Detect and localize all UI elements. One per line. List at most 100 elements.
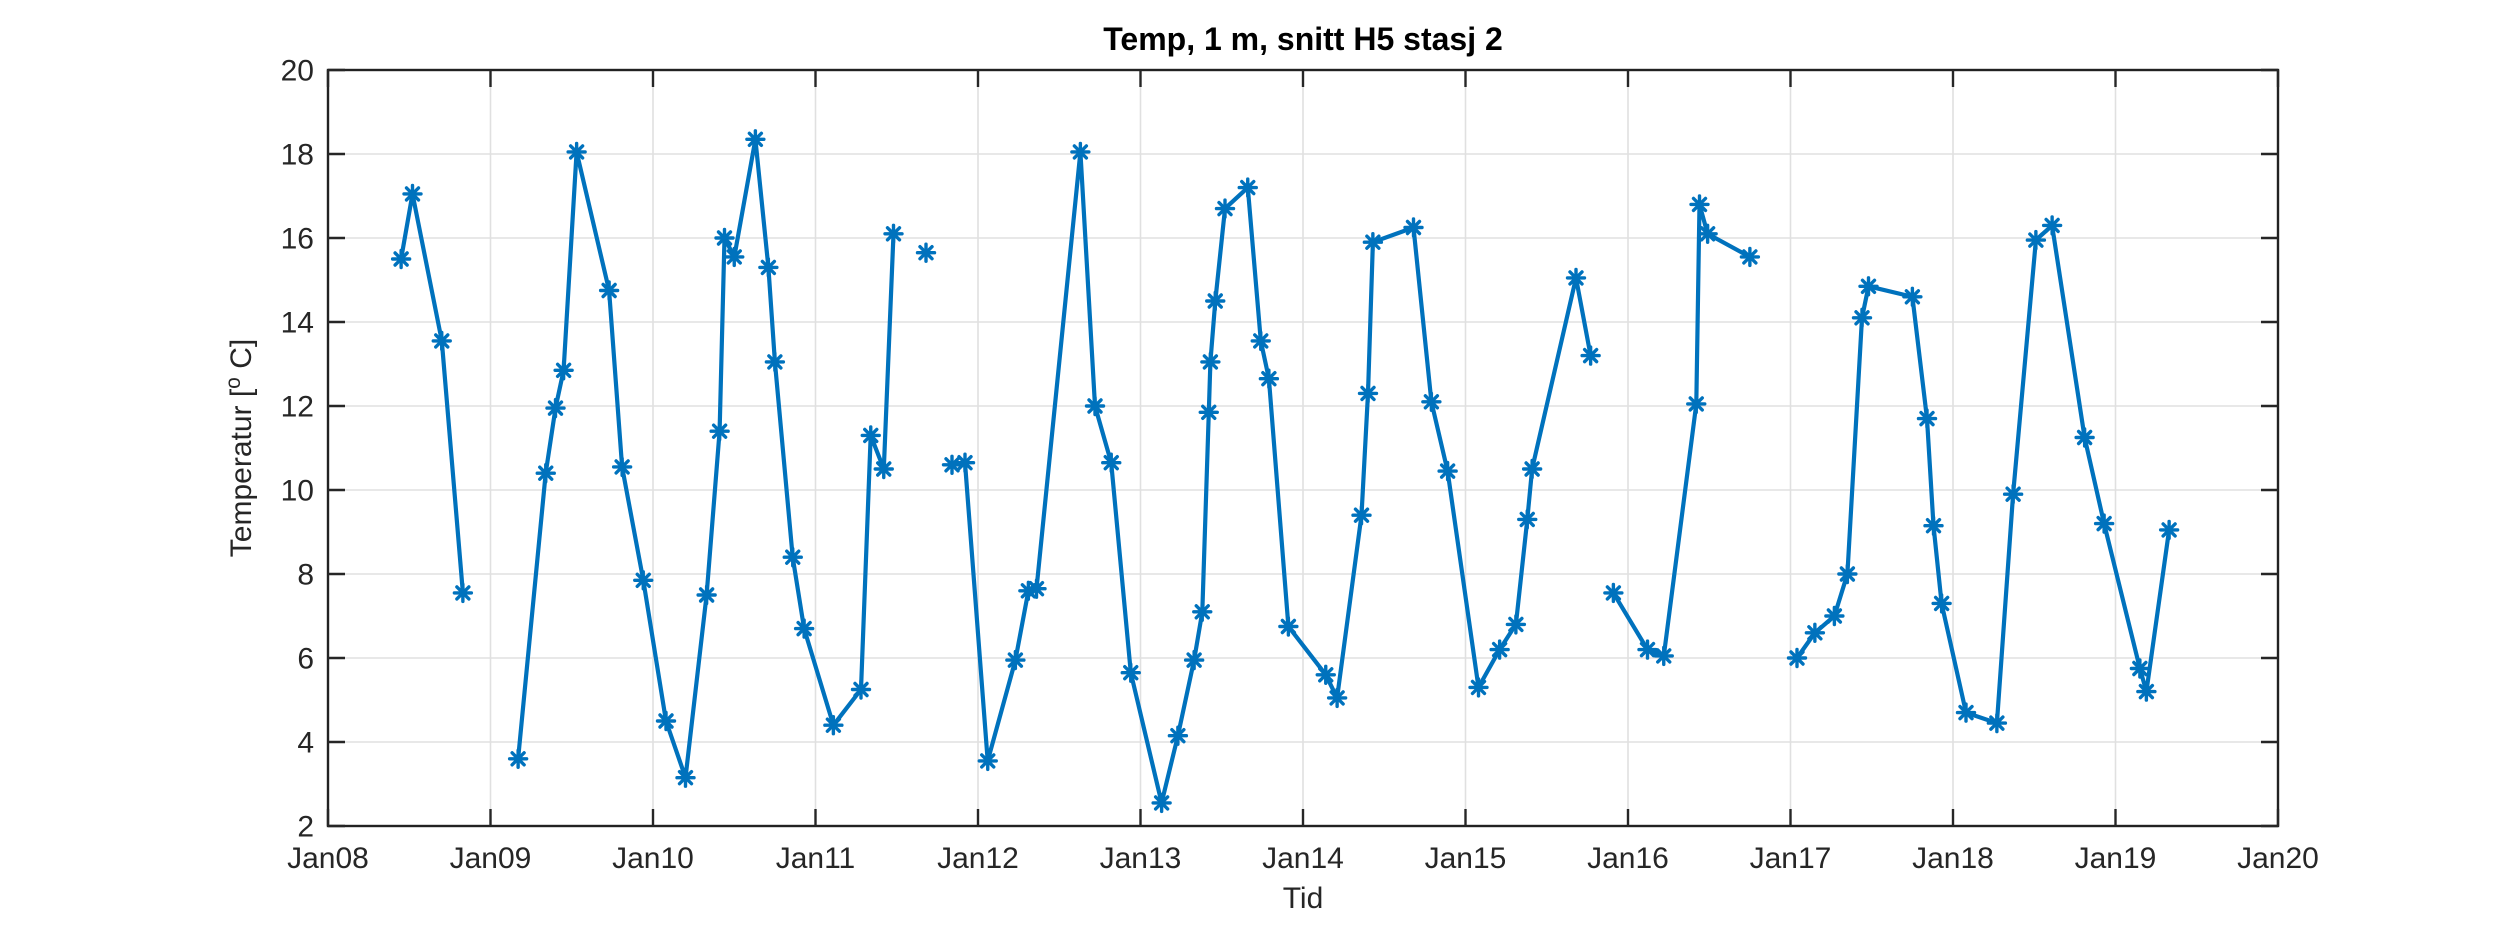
data-point-marker [850,679,872,700]
data-point-marker [2093,513,2115,534]
marker-spoke [1280,618,1297,635]
marker-spoke [1656,648,1672,664]
marker-spoke [1508,616,1524,633]
marker-spoke [716,230,733,246]
data-point-marker [1101,452,1122,473]
marker-spoke [918,244,934,261]
y-tick-label: 6 [297,643,314,676]
marker-spoke [944,457,960,473]
marker-spoke [1028,580,1045,597]
y-tick-label: 12 [281,391,314,424]
y-tick-label: 4 [297,727,314,760]
marker-spoke [885,226,902,242]
data-point-marker [2041,215,2063,236]
marker-spoke [2005,486,2021,502]
data-point-marker [1902,286,1923,307]
data-point-marker [2158,519,2180,541]
data-point-marker [1637,639,1658,660]
data-point-marker [1120,662,1141,683]
label-layer: Temp, 1 m, snitt H5 stasj 2 Tid Temperat… [222,21,2319,915]
marker-spoke [1423,394,1440,410]
data-point-marker [1521,458,1543,480]
x-tick-label: Jan10 [612,842,694,875]
data-point-marker [1214,198,1236,219]
data-point-marker [1955,702,1977,723]
data-point-marker [1326,687,1348,709]
data-point-marker [793,618,815,639]
y-tick-label: 18 [281,139,314,172]
marker-spoke [1360,385,1376,402]
series-line-segment [1794,223,2172,726]
data-point-marker [553,360,574,381]
marker-spoke [863,427,879,444]
marker-spoke [2096,515,2112,532]
marker-spoke [1605,585,1622,601]
series-line-segment [515,137,896,780]
y-tick-label: 14 [281,307,314,340]
x-tick-label: Jan14 [1262,842,1344,875]
y-tick-label: 2 [297,811,314,844]
marker-spoke [1699,226,1716,242]
marker-spoke [1072,144,1089,160]
data-point-marker [545,397,566,419]
marker-spoke [1007,652,1024,668]
marker-spoke [455,585,471,601]
data-point-marker [1686,393,1707,415]
x-tick-label: Jan15 [1425,842,1507,875]
data-point-marker [535,463,556,484]
marker-spoke [1261,370,1277,387]
marker-spoke [1240,179,1256,196]
data-point-marker [764,351,786,373]
x-tick-label: Jan19 [2075,842,2157,875]
y-tick-label: 8 [297,559,314,592]
data-point-marker [1084,395,1106,417]
data-point-marker [1237,177,1258,198]
data-point-marker [1315,664,1336,685]
data-point-marker [1357,383,1379,404]
data-point-marker [1183,649,1205,671]
marker-spoke [1904,289,1921,305]
marker-spoke [2028,232,2044,248]
data-point-marker [1421,391,1442,412]
data-point-marker [1986,712,2008,734]
x-tick-label: Jan18 [1912,842,1994,875]
series-line-segment [399,191,465,596]
data-point-marker [655,710,677,732]
marker-spoke [1582,347,1599,364]
marker-spoke [404,186,421,202]
marker-spoke [1470,679,1487,696]
marker-spoke [1217,200,1233,217]
marker-spoke [1839,566,1856,582]
marker-spoke [1742,249,1758,265]
data-point-marker [782,547,803,568]
x-tick-label: Jan13 [1100,842,1182,875]
data-point-marker [598,280,620,301]
marker-spoke [2044,217,2060,234]
data-point-marker [1437,460,1458,482]
data-point-marker [1468,677,1489,698]
data-point-marker [1653,645,1674,667]
marker-spoke [1989,715,2005,731]
marker-spoke [2076,429,2093,446]
data-point-marker [954,452,976,473]
marker-spoke [698,587,715,603]
marker-spoke [614,459,630,475]
marker-spoke [1202,354,1219,370]
data-point-marker [2136,681,2157,702]
data-point-marker [1026,578,1047,599]
data-point-marker [2129,658,2151,679]
data-point-marker [1192,601,1213,622]
y-axis-label: Temperatur [o C] [222,339,258,557]
marker-spoke [1329,690,1345,706]
data-point-marker [1916,408,1938,429]
marker-spoke [555,362,572,379]
data-point-marker [1786,647,1808,669]
marker-spoke [658,713,674,729]
y-tick-label: 20 [281,55,314,88]
marker-spoke [677,769,694,786]
marker-spoke [785,549,801,565]
data-point-marker [566,141,587,163]
data-point-marker [431,330,452,352]
marker-spoke [434,333,450,349]
